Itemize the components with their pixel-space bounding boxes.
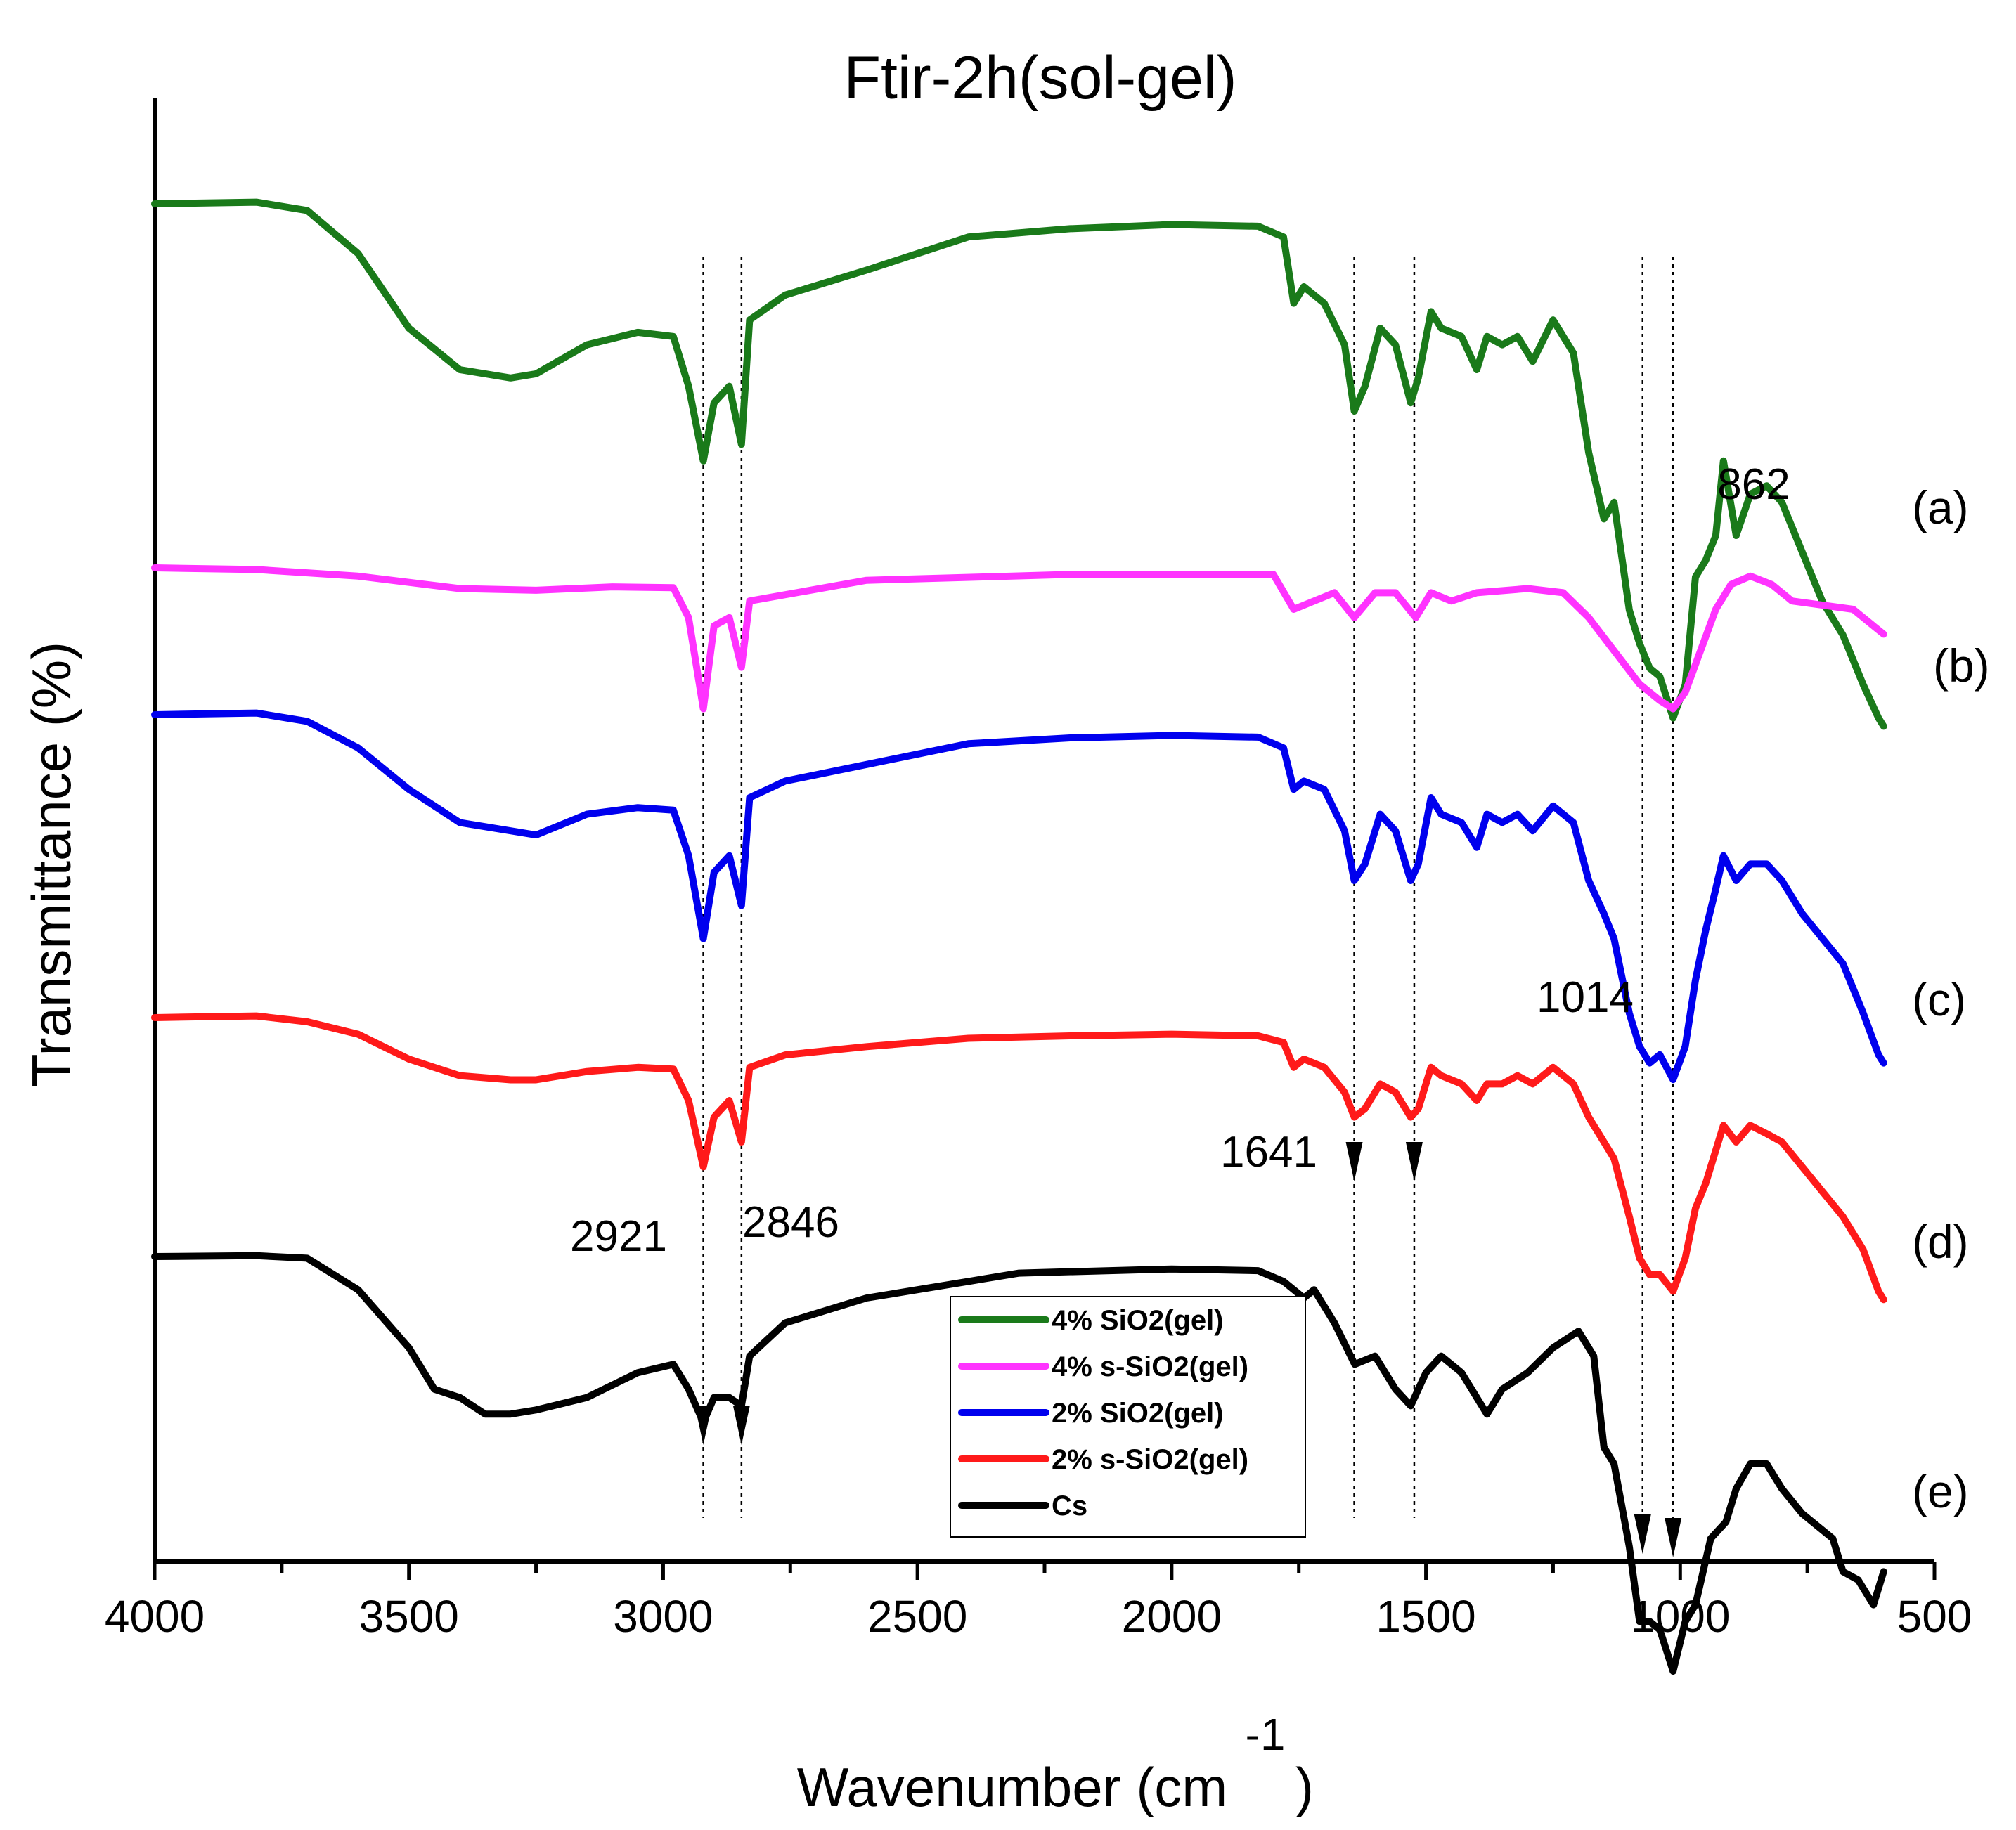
x-axis-label-suffix: ) bbox=[1295, 1756, 1314, 1818]
x-tick-label: 3500 bbox=[359, 1591, 459, 1642]
peak-annotation: 2846 bbox=[742, 1198, 839, 1247]
series-line bbox=[151, 1012, 1887, 1304]
trace-label: (b) bbox=[1933, 640, 1990, 692]
x-tick-label: 2000 bbox=[1122, 1591, 1222, 1642]
y-axis-label: Transmittance (%) bbox=[20, 642, 82, 1087]
x-axis-label: Wavenumber (cm bbox=[797, 1756, 1228, 1818]
trace-label: (c) bbox=[1912, 973, 1966, 1025]
legend-entry: Cs bbox=[1052, 1491, 1087, 1521]
x-tick-label: 1500 bbox=[1376, 1591, 1475, 1642]
chart-title: Ftir-2h(sol-gel) bbox=[844, 44, 1236, 112]
series-lines bbox=[151, 198, 1887, 1675]
legend-box bbox=[950, 1296, 1306, 1538]
x-axis-label-main: Wavenumber (cm bbox=[797, 1756, 1228, 1818]
series-line bbox=[151, 564, 1887, 713]
trace-label: (d) bbox=[1912, 1216, 1969, 1268]
series-line bbox=[151, 709, 1887, 1084]
legend-entry: 2% SiO2(gel) bbox=[1052, 1398, 1224, 1429]
legend-entry: 4% SiO2(gel) bbox=[1052, 1305, 1224, 1336]
peak-annotation: 1641 bbox=[1220, 1128, 1317, 1176]
legend-entry: 4% s-SiO2(gel) bbox=[1052, 1351, 1248, 1382]
peak-annotation: 862 bbox=[1717, 460, 1790, 509]
x-tick-label: 3000 bbox=[613, 1591, 713, 1642]
peak-annotation: 2921 bbox=[570, 1212, 667, 1261]
trace-label: (a) bbox=[1912, 481, 1969, 533]
peak-annotations: 2921 2846 1641 1014 862 bbox=[570, 460, 1790, 1261]
arrow-icon bbox=[1634, 1514, 1651, 1554]
legend: 4% SiO2(gel) 4% s-SiO2(gel) 2% SiO2(gel) 2%… bbox=[958, 1305, 1248, 1521]
arrow-icon bbox=[1405, 1142, 1423, 1181]
x-ticks: 4000 3500 3000 2500 2000 1500 1000 500 bbox=[105, 1562, 1972, 1642]
x-tick-label: 2500 bbox=[867, 1591, 967, 1642]
x-tick-label: 4000 bbox=[105, 1591, 205, 1642]
trace-label: (e) bbox=[1912, 1465, 1969, 1517]
peak-annotation: 1014 bbox=[1537, 973, 1634, 1022]
arrow-icon bbox=[732, 1406, 750, 1445]
arrow-icon bbox=[1665, 1518, 1682, 1557]
series-line bbox=[151, 1252, 1887, 1675]
x-tick-label: 500 bbox=[1897, 1591, 1972, 1642]
legend-entry: 2% s-SiO2(gel) bbox=[1052, 1444, 1248, 1475]
x-axis-label-superscript: -1 bbox=[1246, 1709, 1286, 1760]
series-line bbox=[151, 198, 1887, 730]
trace-labels: (a) (b) (c) (d) (e) bbox=[1912, 481, 1990, 1517]
arrow-icon bbox=[1345, 1142, 1363, 1181]
